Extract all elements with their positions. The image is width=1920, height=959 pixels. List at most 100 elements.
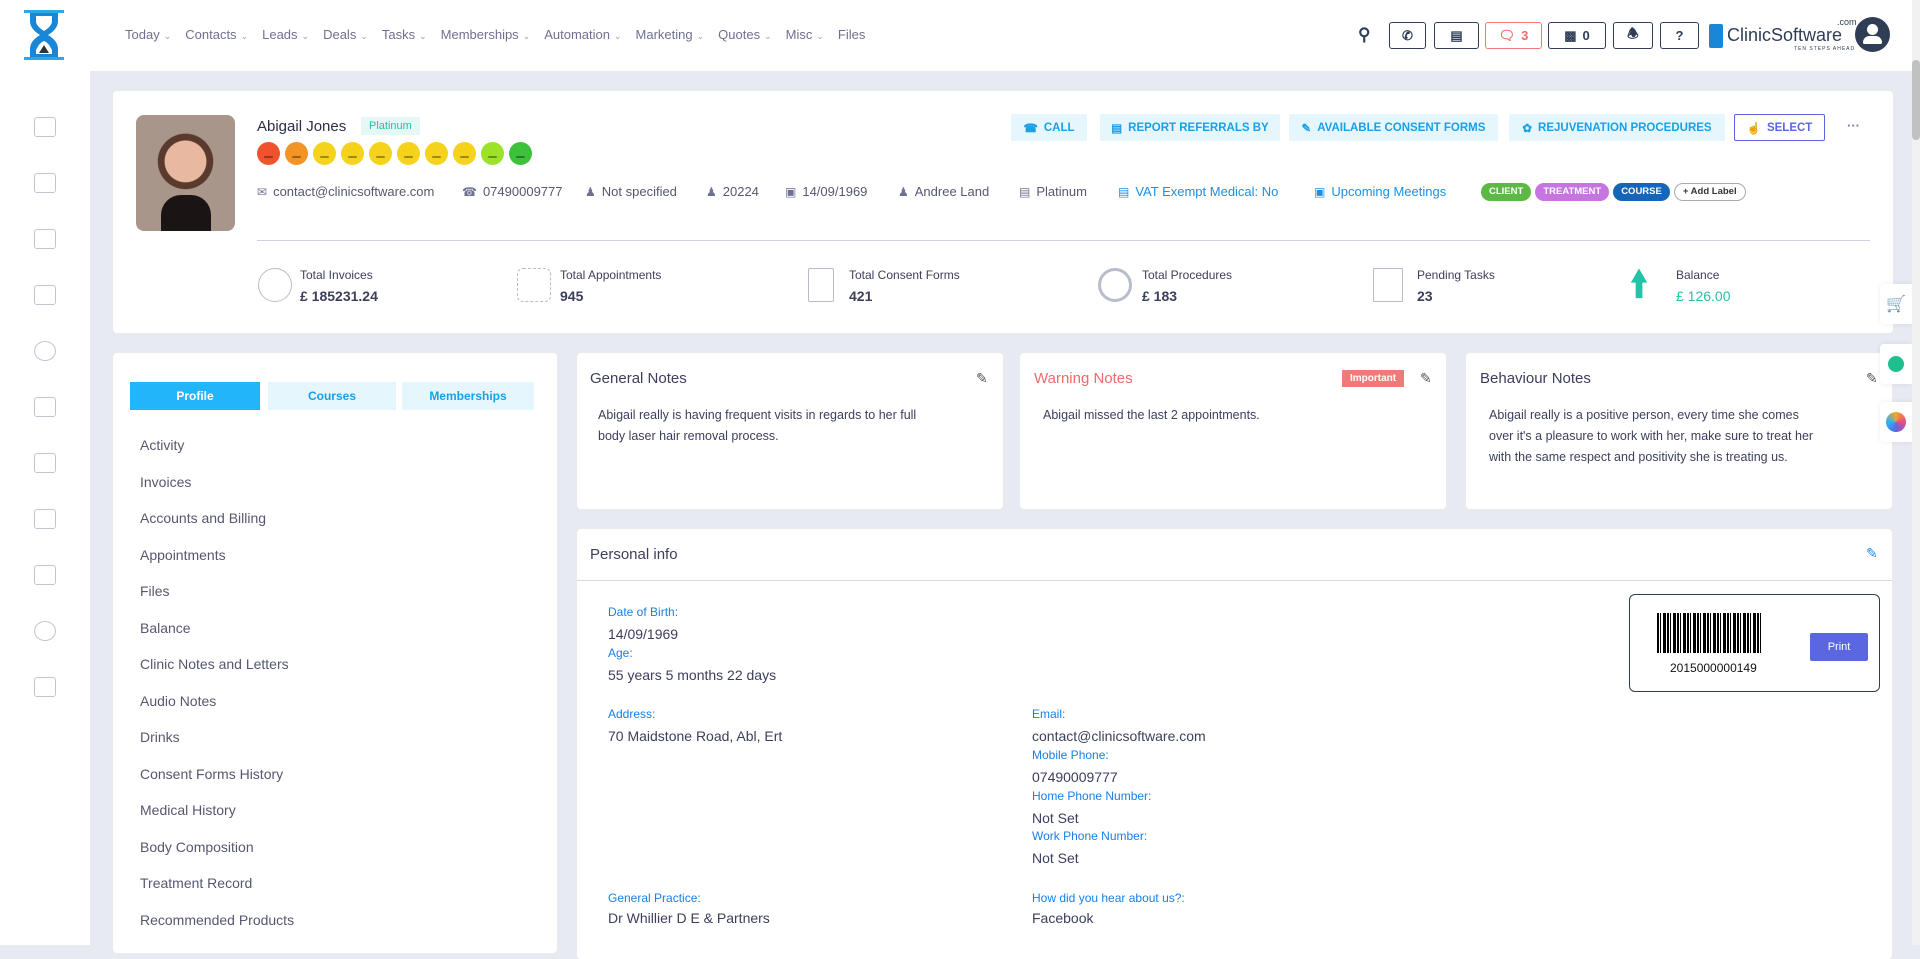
consent-forms-button[interactable]: ✎ AVAILABLE CONSENT FORMS [1289,114,1498,141]
phone-icon: ☎ [462,184,477,199]
face-rating-6-icon[interactable] [397,142,420,165]
menu-item[interactable]: Recommended Products [140,911,295,928]
nav-item-contacts[interactable]: Contacts ⌄ [185,27,249,42]
inbox-button[interactable]: ▤ [1434,22,1479,49]
rejuvenation-button[interactable]: ✿ REJUVENATION PROCEDURES [1509,114,1725,141]
nav-item-quotes[interactable]: Quotes ⌄ [718,27,772,42]
face-rating-8-icon[interactable] [453,142,476,165]
nav-item-leads[interactable]: Leads ⌄ [262,27,310,42]
info-dob: ▣ 14/09/1969 [785,184,868,199]
menu-item[interactable]: Clinic Notes and Letters [140,656,289,672]
scrollbar[interactable] [1912,0,1920,945]
nav-item-deals[interactable]: Deals ⌄ [323,27,368,42]
piggy-bank-icon [258,268,292,302]
nav-item-files[interactable]: Files [837,27,866,42]
menu-item[interactable]: Accounts and Billing [140,510,267,526]
face-rating-7-icon[interactable] [425,142,448,165]
face-rating-1-icon[interactable] [257,142,280,165]
gp-value: Dr Whillier D E & Partners [608,910,770,926]
tab-courses[interactable]: Courses [268,382,396,410]
face-rating-9-icon[interactable] [481,142,504,165]
info-id: ♟ 20224 [706,184,759,199]
edit-behaviour-notes-icon[interactable]: ✎ [1866,370,1878,386]
report-referrals-button[interactable]: ▤ REPORT REFERRALS BY [1100,114,1280,141]
app-logo[interactable] [22,10,68,60]
general-notes-card [577,353,1003,509]
gift-icon[interactable] [34,397,56,417]
face-rating-3-icon[interactable] [313,142,336,165]
tab-profile[interactable]: Profile [130,382,260,410]
calendar-check-icon[interactable] [34,285,56,305]
nav-item-today[interactable]: Today ⌄ [125,27,172,42]
report-icon[interactable] [34,565,56,585]
nav-item-memberships[interactable]: Memberships ⌄ [440,27,531,42]
phone-button[interactable]: ✆ [1389,22,1426,49]
warning-notes-title: Warning Notes [1034,370,1133,387]
main-nav: Today ⌄ Contacts ⌄ Leads ⌄ Deals ⌄ Tasks ⌄ Members… [125,27,865,42]
history-icon[interactable] [34,341,56,361]
menu-item[interactable]: Balance [140,619,191,636]
edit-general-notes-icon[interactable]: ✎ [976,370,988,386]
menu-item[interactable]: Activity [140,437,185,453]
face-rating-5-icon[interactable] [369,142,392,165]
menu-item[interactable]: Appointments [140,546,226,563]
face-rating-2-icon[interactable] [285,142,308,165]
nav-item-automation[interactable]: Automation ⌄ [544,27,622,42]
warning-notes-text: Abigail missed the last 2 appointments. [1043,408,1260,422]
face-rating-4-icon[interactable] [341,142,364,165]
menu-item[interactable]: Medical History [140,802,236,818]
chevron-down-icon: ⌄ [696,31,705,41]
edit-personal-info-icon[interactable]: ✎ [1866,545,1878,561]
notifications-button[interactable]: 🕭 [1613,22,1653,49]
label-client[interactable]: CLIENT [1481,183,1532,201]
cart-icon[interactable] [34,453,56,473]
select-button[interactable]: ☝ SELECT [1734,114,1825,141]
tag-icon[interactable] [34,509,56,529]
label-treatment[interactable]: TREATMENT [1535,183,1610,201]
label-course[interactable]: COURSE [1613,183,1670,201]
calendar-icon[interactable] [34,117,56,137]
chevron-down-icon: ⌄ [764,31,772,41]
brand-logo: ClinicSoftware .com TEN STEPS AHEAD [1709,17,1859,52]
add-label-button[interactable]: + Add Label [1673,183,1746,201]
nav-item-tasks[interactable]: Tasks ⌄ [381,27,427,42]
menu-item[interactable]: Audio Notes [140,692,217,709]
phone-icon: ☎ [1023,122,1038,135]
stars-icon [517,268,551,302]
menu-item[interactable]: Files [140,583,170,599]
print-button[interactable]: Print [1810,633,1868,661]
menu-item[interactable]: Drinks [140,729,180,745]
search-icon[interactable]: ⚲ [1358,25,1371,44]
copy-icon[interactable] [34,229,56,249]
user-avatar[interactable] [1855,17,1890,52]
help-button[interactable]: ? [1660,22,1699,49]
referral-source-label: How did you hear about us?: [1032,891,1185,905]
whatsapp-widget[interactable] [1880,344,1912,384]
edit-warning-notes-icon[interactable]: ✎ [1420,370,1432,386]
upcoming-meetings-link[interactable]: ▣ Upcoming Meetings [1314,184,1447,199]
chevron-down-icon: ⌄ [360,31,368,41]
store-button[interactable]: ▩ 0 [1548,22,1606,49]
menu-item[interactable]: Invoices [140,473,192,490]
vat-link[interactable]: ▤ VAT Exempt Medical: No [1118,184,1279,199]
tab-memberships[interactable]: Memberships [402,382,534,410]
menu-item[interactable]: Consent Forms History [140,765,284,782]
messages-button[interactable]: 🗨 3 [1485,22,1542,49]
nav-item-misc[interactable]: Misc ⌄ [785,27,824,42]
shop-widget[interactable]: 🛒 [1880,284,1912,324]
face-rating-10-icon[interactable] [509,142,532,165]
bell-icon: 🕭 [1627,25,1639,41]
important-badge: Important [1342,370,1405,387]
ai-widget[interactable] [1880,402,1912,442]
satisfaction-rating[interactable] [257,142,537,170]
nav-item-marketing[interactable]: Marketing ⌄ [635,27,705,42]
mobile-label: Mobile Phone: [1032,748,1109,762]
arrow-up-icon: 🠙 [1630,263,1649,304]
box-icon[interactable] [34,173,56,193]
user-lock-icon[interactable] [34,621,56,641]
call-button[interactable]: ☎ CALL [1011,114,1087,141]
lock-icon[interactable] [34,677,56,697]
menu-item[interactable]: Treatment Record [140,875,253,891]
menu-item[interactable]: Body Composition [140,838,254,855]
more-button[interactable]: ··· [1847,118,1860,133]
